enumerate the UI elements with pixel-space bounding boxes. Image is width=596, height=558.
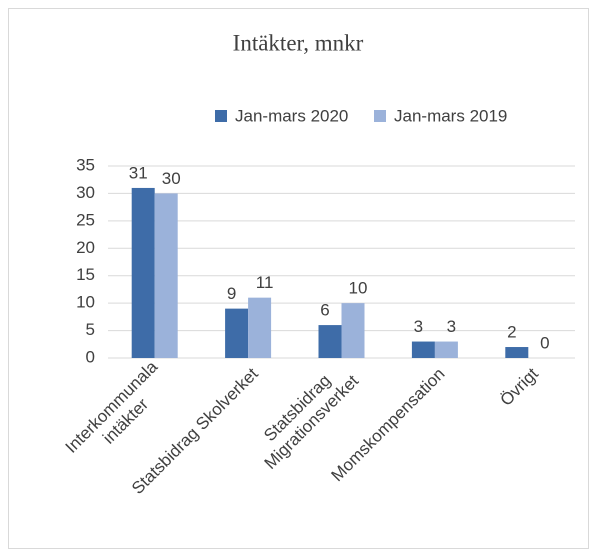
- y-tick-label: 15: [76, 265, 95, 284]
- y-tick-label: 25: [76, 210, 95, 229]
- bar: [248, 297, 272, 358]
- chart-title: Intäkter, mnkr: [233, 30, 364, 55]
- data-label: 9: [227, 284, 236, 303]
- data-label: 3: [447, 317, 456, 336]
- legend-swatch: [215, 110, 227, 122]
- data-label: 2: [507, 323, 516, 342]
- bar: [225, 308, 249, 358]
- data-label: 11: [256, 273, 274, 292]
- data-label: 3: [414, 317, 423, 336]
- bar: [341, 303, 365, 358]
- bar: [154, 193, 178, 358]
- bar: [411, 341, 435, 358]
- legend-swatch: [374, 110, 386, 122]
- y-tick-label: 0: [86, 347, 95, 366]
- y-tick-label: 20: [76, 238, 95, 257]
- data-label: 10: [349, 279, 368, 298]
- y-tick-label: 5: [86, 320, 95, 339]
- bar: [505, 347, 529, 358]
- bar: [318, 325, 342, 358]
- y-tick-label: 10: [76, 293, 95, 312]
- data-label: 30: [162, 169, 181, 188]
- legend-label: Jan-mars 2020: [235, 106, 348, 125]
- data-label: 31: [129, 163, 148, 182]
- bar: [434, 341, 458, 358]
- chart-border: [8, 8, 589, 549]
- data-label: 6: [320, 301, 329, 320]
- bar: [131, 187, 155, 358]
- y-tick-label: 35: [76, 155, 95, 174]
- legend-label: Jan-mars 2019: [394, 106, 507, 125]
- data-label: 0: [540, 333, 549, 352]
- y-tick-label: 30: [76, 183, 95, 202]
